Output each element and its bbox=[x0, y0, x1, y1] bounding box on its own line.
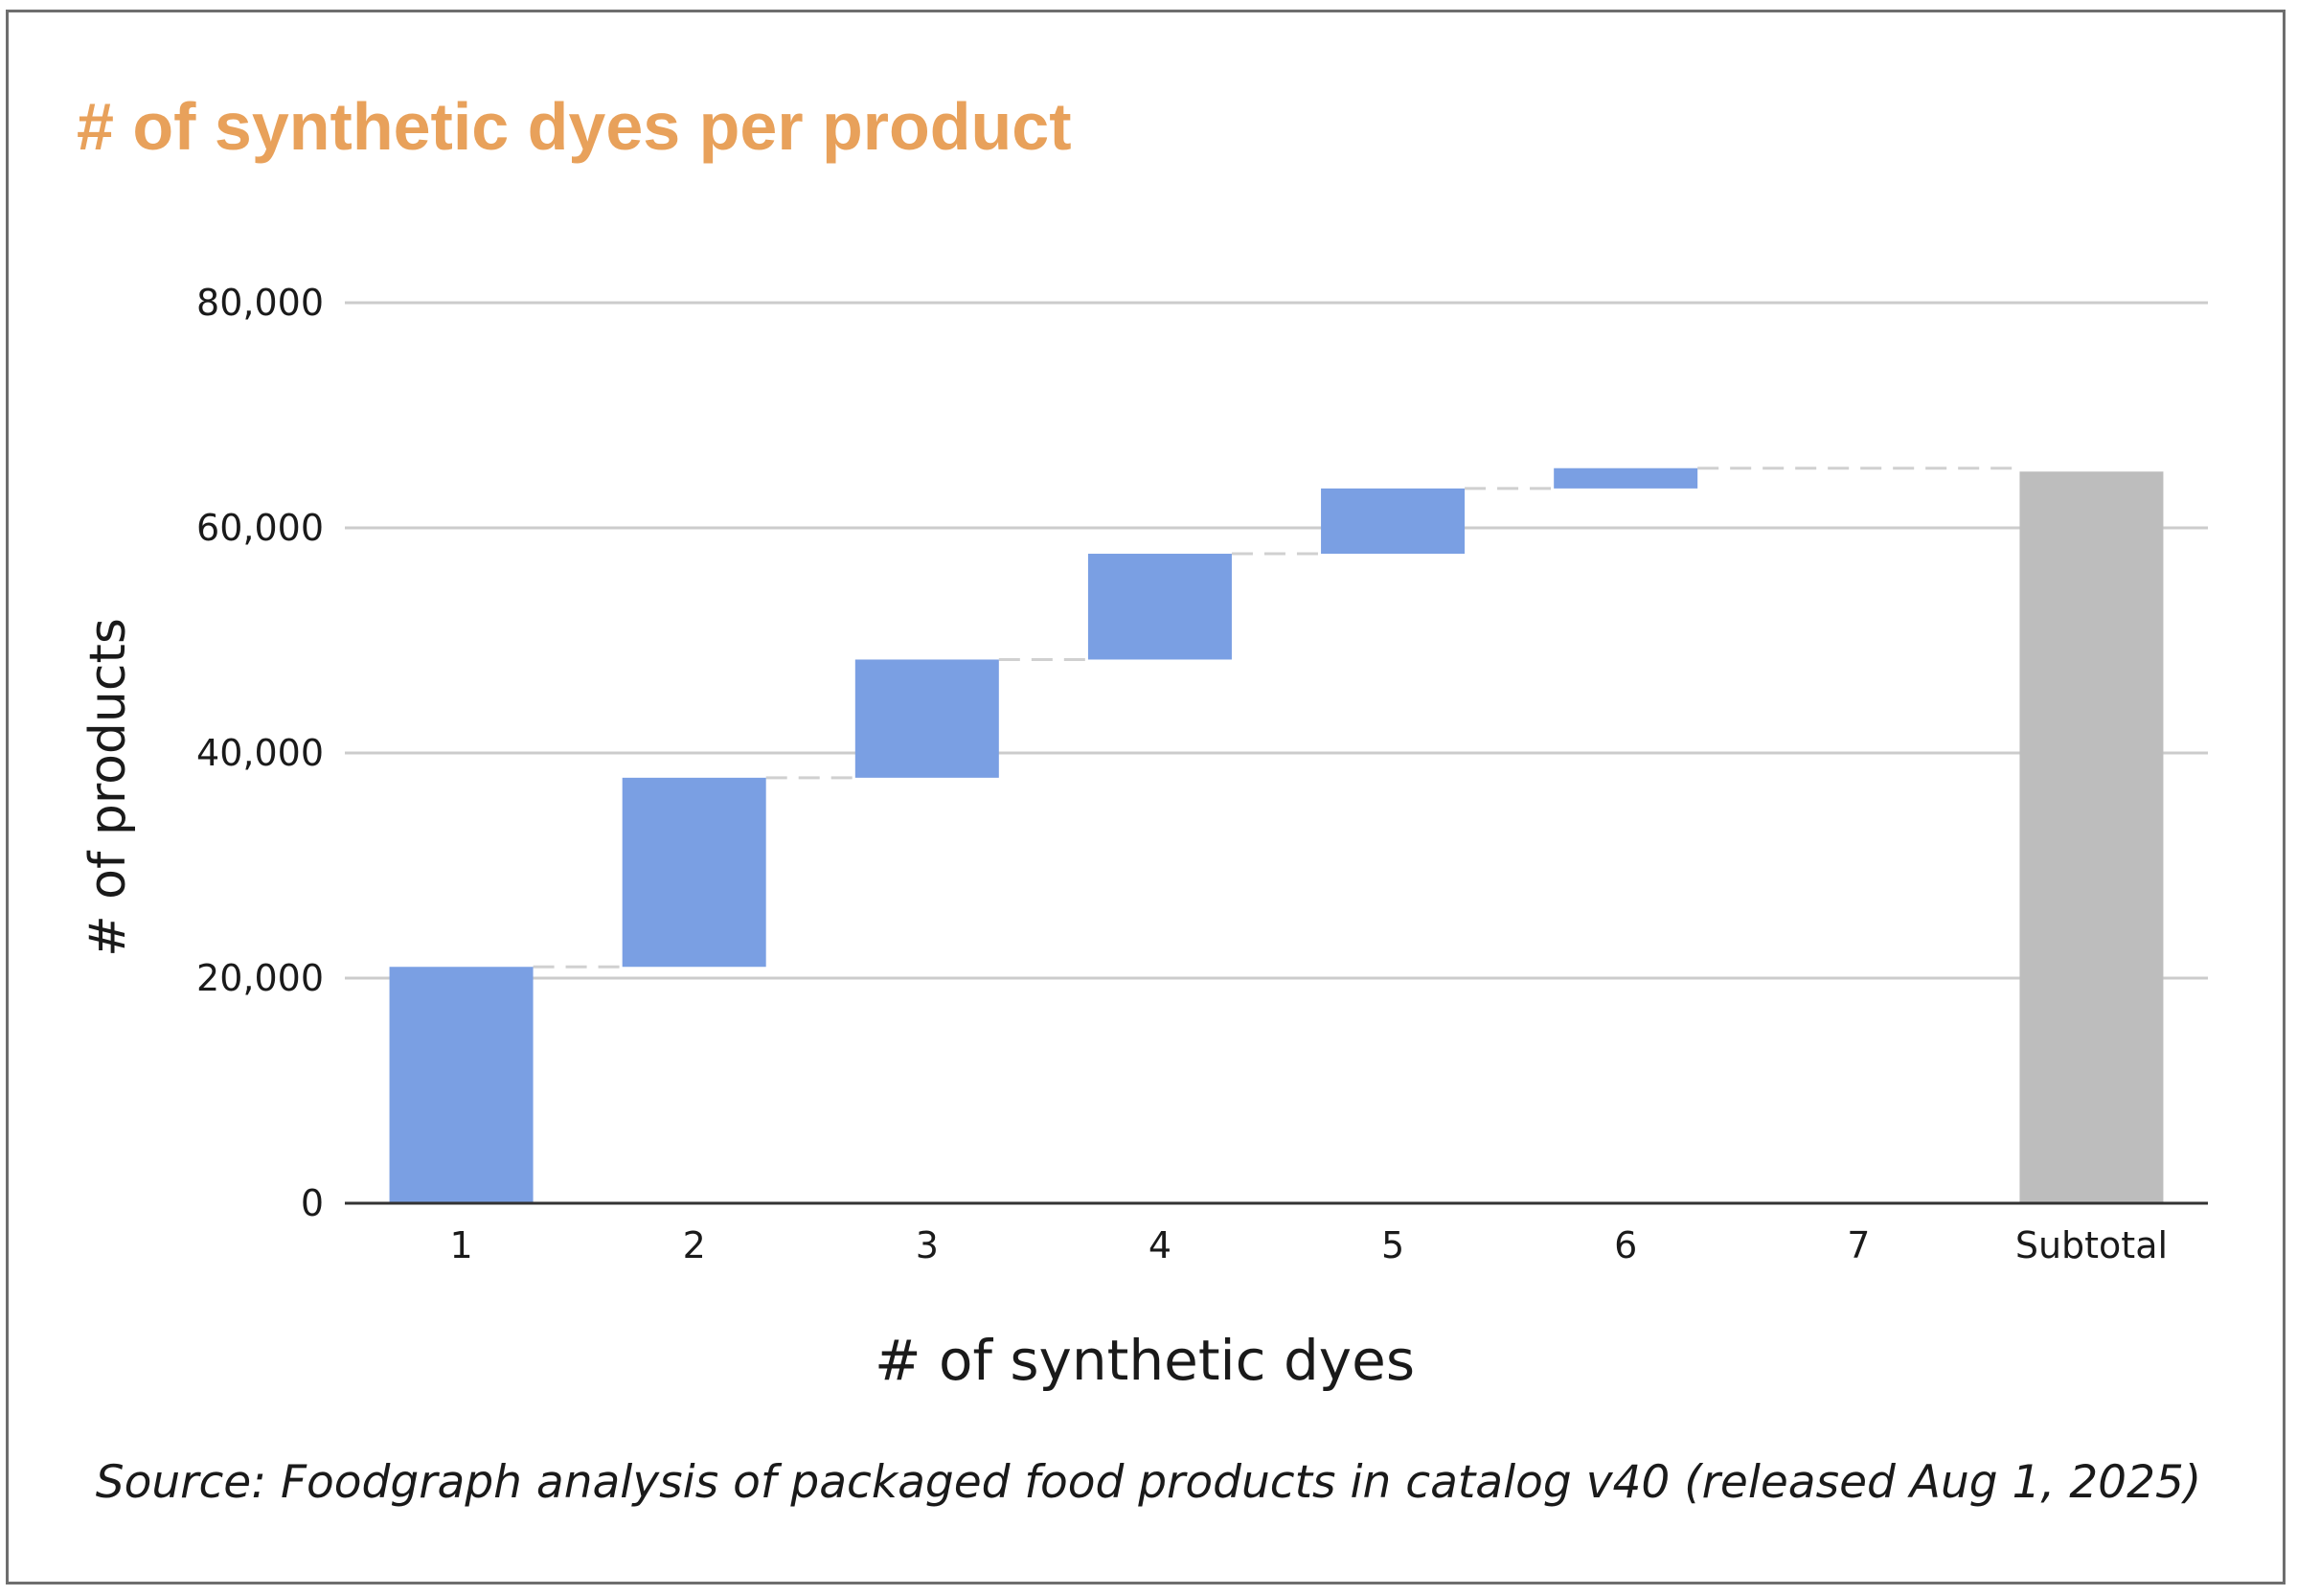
x-tick-label: 3 bbox=[916, 1224, 939, 1266]
y-tick-label: 60,000 bbox=[196, 507, 324, 549]
x-tick-label: 6 bbox=[1614, 1224, 1637, 1266]
x-tick-label: 2 bbox=[683, 1224, 706, 1266]
chart-frame bbox=[6, 10, 2286, 1585]
y-tick-label: 0 bbox=[301, 1182, 324, 1224]
y-tick-label: 40,000 bbox=[196, 732, 324, 774]
y-tick-label: 80,000 bbox=[196, 282, 324, 324]
x-axis-label: # of synthetic dyes bbox=[875, 1328, 1415, 1393]
x-tick-label: 7 bbox=[1847, 1224, 1870, 1266]
source-note: Source: Foodgraph analysis of packaged f… bbox=[95, 1456, 2202, 1509]
x-tick-label: 5 bbox=[1381, 1224, 1404, 1266]
y-tick-label: 20,000 bbox=[196, 957, 324, 999]
bar-subtotal bbox=[2019, 471, 2164, 1203]
connector-lines bbox=[533, 467, 2020, 969]
x-tick-label: 4 bbox=[1148, 1224, 1171, 1266]
x-tick-label: 1 bbox=[449, 1224, 472, 1266]
chart-title: # of synthetic dyes per product bbox=[77, 89, 1072, 164]
bar-2 bbox=[622, 777, 766, 968]
axes: 0 20,000 40,000 60,000 80,000 1 2 3 4 5 6 7 Subtotal bbox=[196, 282, 2208, 1266]
bar-5 bbox=[1321, 488, 1466, 555]
x-tick-label: Subtotal bbox=[2015, 1224, 2168, 1266]
bar-6 bbox=[1554, 467, 1698, 489]
bar-1 bbox=[389, 967, 534, 1203]
y-axis-label: # of products bbox=[80, 618, 137, 957]
bar-3 bbox=[854, 659, 999, 778]
bar-4 bbox=[1087, 554, 1232, 660]
gridlines bbox=[345, 301, 2208, 980]
bars bbox=[389, 467, 2164, 1203]
